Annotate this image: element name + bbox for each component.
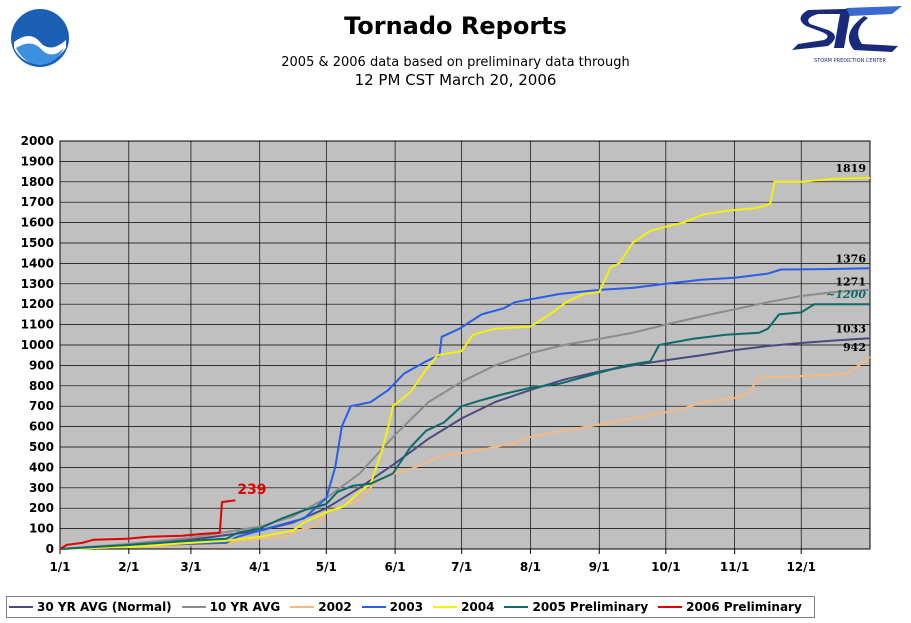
y-tick-label: 1000 xyxy=(21,338,54,352)
y-tick-label: 1700 xyxy=(21,195,54,209)
chart-title: Tornado Reports xyxy=(344,12,567,40)
y-tick-label: 700 xyxy=(29,399,54,413)
legend-item: 2004 xyxy=(433,600,494,614)
legend-item: 30 YR AVG (Normal) xyxy=(9,600,172,614)
data-label: 1033 xyxy=(835,322,866,335)
data-label: 942 xyxy=(843,341,866,354)
y-tick-label: 1200 xyxy=(21,297,54,311)
data-label: 1271 xyxy=(835,276,866,289)
legend-label: 2004 xyxy=(461,600,495,614)
legend-label: 2006 Preliminary xyxy=(686,600,802,614)
legend-label: 2003 xyxy=(389,600,424,614)
y-tick-label: 300 xyxy=(29,481,54,495)
x-tick-label: 2/1 xyxy=(118,560,139,574)
y-tick-label: 800 xyxy=(29,379,54,393)
y-tick-label: 200 xyxy=(29,501,54,515)
chart-subtitle-line2: 12 PM CST March 20, 2006 xyxy=(354,71,557,89)
x-tick-label: 12/1 xyxy=(786,560,815,574)
legend-item: 2002 xyxy=(290,600,352,614)
y-tick-label: 1500 xyxy=(21,236,54,250)
series-line-2006-preliminary xyxy=(59,499,236,550)
data-label: 239 xyxy=(237,482,266,498)
y-tick-label: 1900 xyxy=(21,154,54,168)
y-tick-label: 1100 xyxy=(21,318,54,332)
tornado-chart: 0 100 200 300 400 500 600 700 800 900 1000 1100 1200… xyxy=(21,134,871,574)
chart-subtitle-line1: 2005 & 2006 data based on preliminary da… xyxy=(281,55,630,70)
legend-swatch xyxy=(9,606,33,608)
data-label: 1819 xyxy=(835,162,866,175)
spc-logo-text: STORM PREDICTION CENTER xyxy=(814,58,886,64)
series-line-2002 xyxy=(59,356,871,550)
x-tick-label: 8/1 xyxy=(520,560,541,574)
y-tick-label: 0 xyxy=(46,542,54,556)
x-tick-label: 5/1 xyxy=(316,560,337,574)
legend-swatch xyxy=(658,606,683,608)
data-label: ~1200 xyxy=(826,288,866,301)
spc-logo-icon: STORM PREDICTION CENTER xyxy=(792,6,902,64)
x-tick-label: 4/1 xyxy=(249,560,270,574)
x-tick-label: 6/1 xyxy=(385,560,406,574)
y-tick-label: 100 xyxy=(29,522,54,536)
legend-swatch xyxy=(504,606,529,608)
x-tick-label: 10/1 xyxy=(651,560,680,574)
legend-label: 30 YR AVG (Normal) xyxy=(37,600,172,614)
x-tick-label: 3/1 xyxy=(180,560,201,574)
legend-item: 2003 xyxy=(361,600,424,614)
x-tick-label: 1/1 xyxy=(49,560,70,574)
chart-legend: 30 YR AVG (Normal) 10 YR AVG 2002 2003 2004 2… xyxy=(6,596,815,618)
legend-swatch xyxy=(433,606,458,608)
legend-label: 2002 xyxy=(318,600,352,614)
series-line-2004 xyxy=(59,176,871,550)
y-tick-label: 2000 xyxy=(21,134,54,148)
legend-item: 2006 Preliminary xyxy=(658,600,802,614)
y-tick-label: 400 xyxy=(29,460,54,474)
legend-swatch xyxy=(290,606,315,608)
legend-label: 2005 Preliminary xyxy=(532,600,649,614)
x-tick-label: 7/1 xyxy=(451,560,472,574)
x-tick-label: 11/1 xyxy=(720,560,749,574)
y-tick-label: 1400 xyxy=(21,256,54,270)
noaa-logo-icon xyxy=(11,9,69,67)
legend-swatch xyxy=(361,606,386,608)
x-tick-label: 9/1 xyxy=(589,560,610,574)
y-tick-label: 900 xyxy=(29,358,54,372)
legend-swatch xyxy=(181,606,206,608)
y-tick-label: 1600 xyxy=(21,216,54,230)
series-line-2005-preliminary xyxy=(59,303,870,550)
legend-label: 10 YR AVG xyxy=(209,600,281,614)
y-tick-label: 1300 xyxy=(21,277,54,291)
y-tick-label: 1800 xyxy=(21,175,54,189)
legend-item: 2005 Preliminary xyxy=(504,600,648,614)
y-tick-label: 600 xyxy=(29,420,54,434)
y-tick-label: 500 xyxy=(29,440,54,454)
legend-item: 10 YR AVG xyxy=(181,600,281,614)
data-label: 1376 xyxy=(835,252,866,265)
